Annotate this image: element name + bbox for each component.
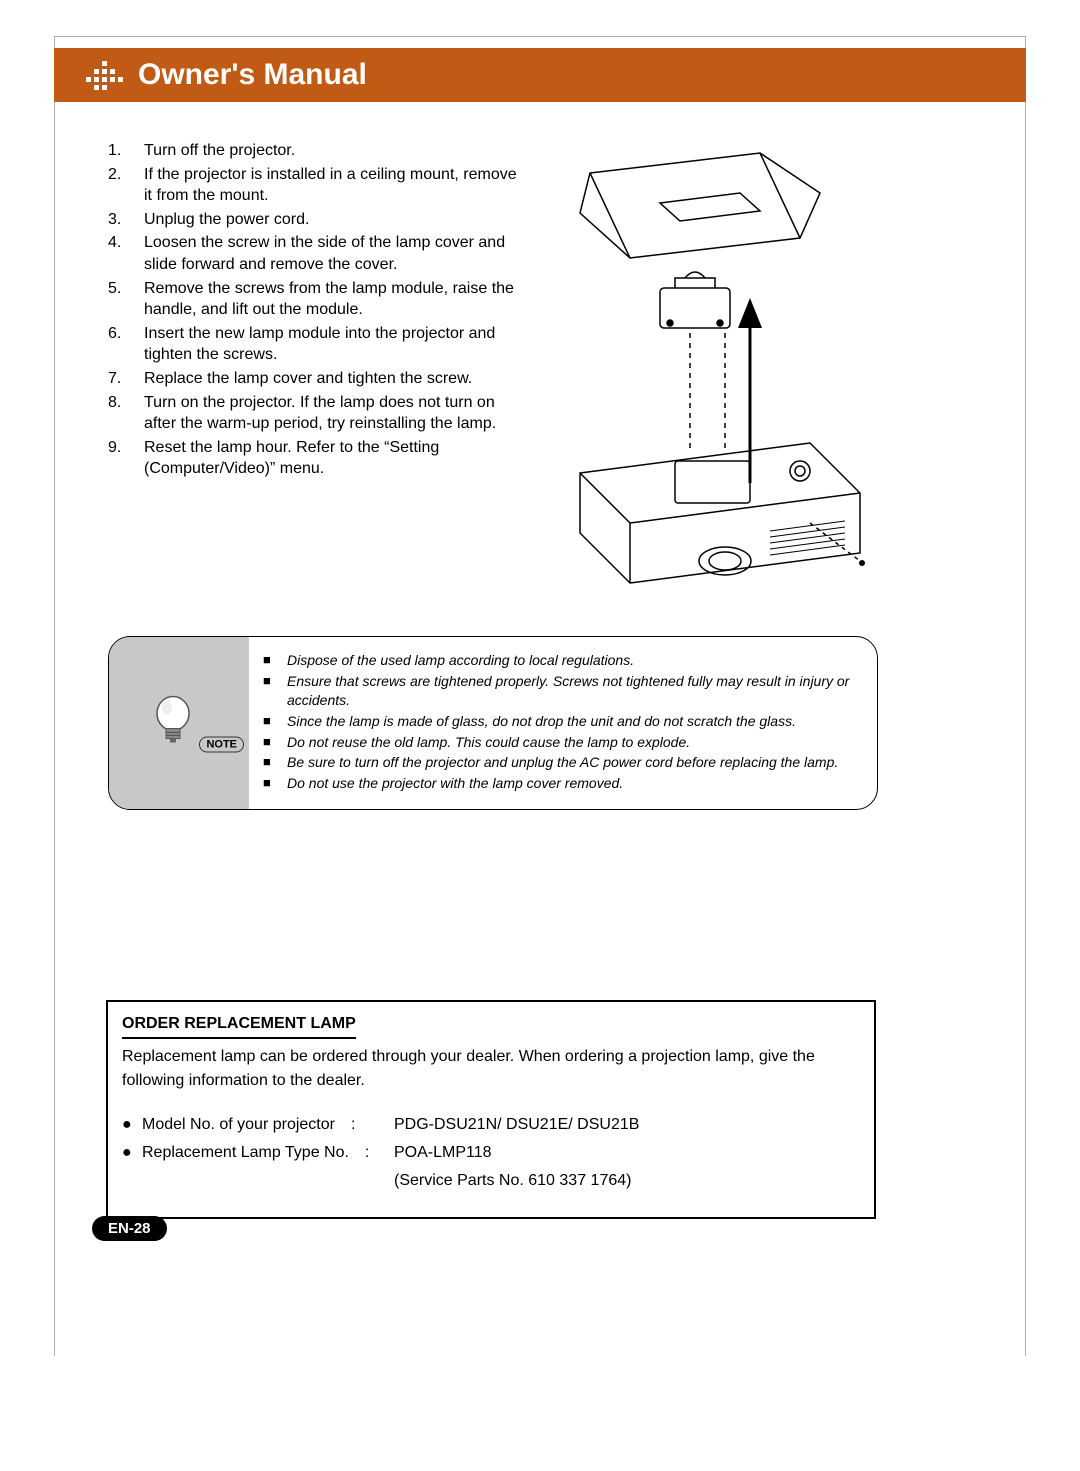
replacement-row: ●Model No. of your projector :PDG-DSU21N… — [122, 1113, 860, 1137]
note-text: Dispose of the used lamp according to lo… — [287, 651, 634, 670]
note-bulb-icon: NOTE — [151, 694, 244, 753]
step-text: Turn off the projector. — [144, 140, 528, 162]
step-text: Turn on the projector. If the lamp does … — [144, 392, 528, 435]
page-number: EN-28 — [92, 1216, 167, 1241]
note-text: Do not reuse the old lamp. This could ca… — [287, 733, 690, 752]
square-bullet-icon: ■ — [263, 651, 287, 670]
note-item: ■Do not reuse the old lamp. This could c… — [263, 733, 853, 752]
step-number: 4. — [108, 232, 144, 275]
note-text: Since the lamp is made of glass, do not … — [287, 712, 796, 731]
note-item: ■Do not use the projector with the lamp … — [263, 774, 853, 793]
step-item: 9.Reset the lamp hour. Refer to the “Set… — [108, 437, 528, 480]
square-bullet-icon: ■ — [263, 712, 287, 731]
replacement-label: Model No. of your projector : — [142, 1113, 394, 1137]
note-box: NOTE ■Dispose of the used lamp according… — [108, 636, 878, 810]
header-banner: Owner's Manual — [54, 48, 1026, 102]
note-text: Be sure to turn off the projector and un… — [287, 753, 838, 772]
step-text: Loosen the screw in the side of the lamp… — [144, 232, 528, 275]
square-bullet-icon: ■ — [263, 753, 287, 772]
bullet-icon: ● — [122, 1113, 142, 1137]
step-text: Reset the lamp hour. Refer to the “Setti… — [144, 437, 528, 480]
square-bullet-icon: ■ — [263, 774, 287, 793]
replacement-value: POA-LMP118 — [394, 1141, 492, 1165]
step-number: 2. — [108, 164, 144, 207]
note-item: ■Ensure that screws are tightened proper… — [263, 672, 853, 710]
service-parts: (Service Parts No. 610 337 1764) — [394, 1169, 631, 1193]
step-number: 1. — [108, 140, 144, 162]
step-text: If the projector is installed in a ceili… — [144, 164, 528, 207]
replacement-title: ORDER REPLACEMENT LAMP — [122, 1012, 356, 1039]
square-bullet-icon: ■ — [263, 672, 287, 710]
step-number: 3. — [108, 209, 144, 231]
note-text: Ensure that screws are tightened properl… — [287, 672, 853, 710]
step-item: 8.Turn on the projector. If the lamp doe… — [108, 392, 528, 435]
note-list: ■Dispose of the used lamp according to l… — [263, 651, 853, 793]
step-text: Replace the lamp cover and tighten the s… — [144, 368, 528, 390]
step-text: Remove the screws from the lamp module, … — [144, 278, 528, 321]
step-item: 6.Insert the new lamp module into the pr… — [108, 323, 528, 366]
note-label: NOTE — [199, 737, 244, 753]
replacement-row: ●Replacement Lamp Type No. :POA-LMP118 — [122, 1141, 860, 1165]
step-number: 5. — [108, 278, 144, 321]
replacement-value: PDG-DSU21N/ DSU21E/ DSU21B — [394, 1113, 639, 1137]
square-bullet-icon: ■ — [263, 733, 287, 752]
bullet-icon: ● — [122, 1141, 142, 1165]
step-number: 7. — [108, 368, 144, 390]
step-item: 4.Loosen the screw in the side of the la… — [108, 232, 528, 275]
replacement-intro: Replacement lamp can be ordered through … — [122, 1045, 860, 1093]
replacement-label: Replacement Lamp Type No. : — [142, 1141, 394, 1165]
page-title: Owner's Manual — [138, 58, 367, 92]
step-item: 1.Turn off the projector. — [108, 140, 528, 162]
step-text: Insert the new lamp module into the proj… — [144, 323, 528, 366]
replacement-box: ORDER REPLACEMENT LAMP Replacement lamp … — [106, 1000, 876, 1219]
step-text: Unplug the power cord. — [144, 209, 528, 231]
lamp-replacement-diagram — [560, 138, 880, 598]
step-number: 6. — [108, 323, 144, 366]
step-item: 7.Replace the lamp cover and tighten the… — [108, 368, 528, 390]
note-text: Do not use the projector with the lamp c… — [287, 774, 623, 793]
step-item: 3.Unplug the power cord. — [108, 209, 528, 231]
steps-list: 1.Turn off the projector.2.If the projec… — [108, 140, 528, 480]
note-item: ■Dispose of the used lamp according to l… — [263, 651, 853, 670]
step-item: 2.If the projector is installed in a cei… — [108, 164, 528, 207]
note-item: ■Since the lamp is made of glass, do not… — [263, 712, 853, 731]
step-number: 9. — [108, 437, 144, 480]
step-number: 8. — [108, 392, 144, 435]
note-item: ■Be sure to turn off the projector and u… — [263, 753, 853, 772]
arrows-icon — [84, 55, 124, 95]
step-item: 5.Remove the screws from the lamp module… — [108, 278, 528, 321]
